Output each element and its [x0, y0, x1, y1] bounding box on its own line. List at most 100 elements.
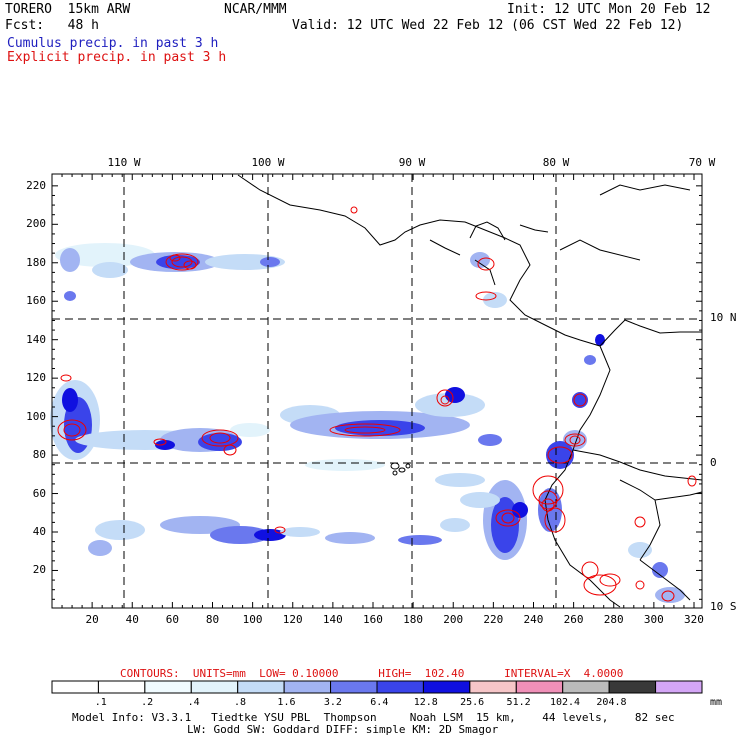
precip-contour [57, 419, 87, 441]
island [392, 470, 398, 476]
colorbar-label: .4 [187, 697, 200, 708]
x-tick-label: 180 [403, 613, 424, 626]
x-tick-label: 300 [643, 613, 664, 626]
precip-contour [569, 435, 581, 445]
precip-contour [547, 446, 573, 464]
x-tick-label: 60 [165, 613, 179, 626]
colorbar-label: .1 [94, 697, 107, 708]
precip-area [440, 518, 470, 532]
precip-area [62, 388, 78, 412]
valid-time: Valid: 12 UTC Wed 22 Feb 12 (06 CST Wed … [292, 18, 684, 33]
precip-area [260, 257, 280, 267]
colorbar-swatch [51, 680, 99, 694]
precip-area [445, 387, 465, 403]
precip-area [584, 355, 596, 365]
colorbar-label: 204.8 [596, 697, 627, 708]
coastline [599, 184, 691, 196]
island [398, 467, 406, 473]
colorbar-swatch [515, 680, 564, 694]
coastline [237, 174, 702, 347]
precip-contour [475, 291, 497, 301]
physics-info: LW: Godd SW: Goddard DIFF: simple KM: 2D… [187, 723, 499, 736]
precip-area [325, 532, 375, 544]
precip-contour [541, 498, 555, 512]
precip-contour [634, 516, 646, 528]
precip-contour [171, 256, 193, 268]
y-tick-label: 140 [26, 332, 46, 346]
model-name: TORERO 15km ARW [5, 2, 131, 17]
coastline [469, 221, 506, 241]
precip-contour [201, 429, 239, 447]
longitude-label: 90 W [398, 156, 426, 169]
colorbar-swatch [469, 680, 517, 694]
longitude-label: 80 W [542, 156, 570, 169]
y-tick-label: 180 [26, 255, 46, 269]
x-tick-label: 320 [684, 613, 704, 626]
precip-contour [501, 512, 515, 524]
forecast-hour: Fcst: 48 h [5, 18, 99, 33]
model-info: Model Info: V3.3.1 Tiedtke YSU PBL Thomp… [72, 711, 675, 724]
colorbar-label: 3.2 [323, 697, 342, 708]
precip-contour [183, 260, 197, 270]
precip-area [491, 497, 519, 553]
precip-area [512, 502, 528, 518]
map-frame [51, 173, 703, 609]
coastline [619, 479, 661, 561]
precip-contour [165, 253, 199, 271]
precip-area [88, 540, 112, 556]
coastline [474, 259, 496, 286]
x-tick-label: 280 [603, 613, 624, 626]
island [405, 463, 411, 469]
precip-contour [661, 590, 675, 602]
precip-area [655, 587, 685, 603]
precip-contour [274, 526, 286, 534]
precip-area [198, 433, 242, 451]
y-tick-label: 220 [26, 178, 46, 192]
precip-area [305, 459, 385, 471]
y-tick-label: 20 [32, 563, 46, 577]
coastline [639, 559, 691, 601]
precip-area [280, 527, 320, 537]
colorbar-label: 1.6 [277, 697, 296, 708]
longitude-label: 70 W [688, 156, 716, 169]
colorbar-swatch [97, 680, 146, 694]
coastline [429, 239, 461, 256]
precip-area [483, 292, 507, 308]
precip-contour [223, 444, 237, 456]
precip-contour [344, 426, 386, 434]
x-tick-label: 200 [443, 613, 464, 626]
y-tick-label: 120 [26, 371, 46, 385]
colorbar-label: 51.2 [506, 697, 531, 708]
colorbar-swatch [376, 680, 424, 694]
coastline [572, 449, 703, 481]
coastline [559, 239, 641, 261]
precip-contour [687, 475, 697, 487]
x-tick-label: 220 [483, 613, 504, 626]
precip-contour [581, 561, 599, 579]
coastline [519, 224, 549, 233]
contour-info: CONTOURS: UNITS=mm LOW= 0.10000 HIGH= 10… [120, 667, 624, 680]
init-time: Init: 12 UTC Mon 20 Feb 12 [507, 2, 711, 17]
axis-ticks [51, 174, 702, 608]
colorbar-units: mm [709, 697, 723, 708]
x-tick-label: 260 [563, 613, 584, 626]
latitude-label: 10 S [710, 600, 737, 613]
precip-contour [564, 433, 586, 447]
colorbar-swatch [190, 680, 239, 694]
precip-contour [599, 573, 621, 587]
precip-contour [329, 423, 401, 437]
y-tick-label: 60 [32, 486, 46, 500]
precip-area [60, 248, 80, 272]
x-tick-label: 240 [523, 613, 544, 626]
precip-contour [544, 507, 566, 533]
explicit-precip-contours [57, 206, 697, 602]
colorbar-label: 25.6 [460, 697, 485, 708]
lat-lon-grid [52, 174, 702, 608]
x-tick-label: 80 [205, 613, 220, 626]
x-tick-label: 140 [322, 613, 343, 626]
x-tick-label: 160 [363, 613, 383, 626]
colorbar-swatch [330, 680, 378, 694]
colorbar-label: .8 [234, 697, 247, 708]
